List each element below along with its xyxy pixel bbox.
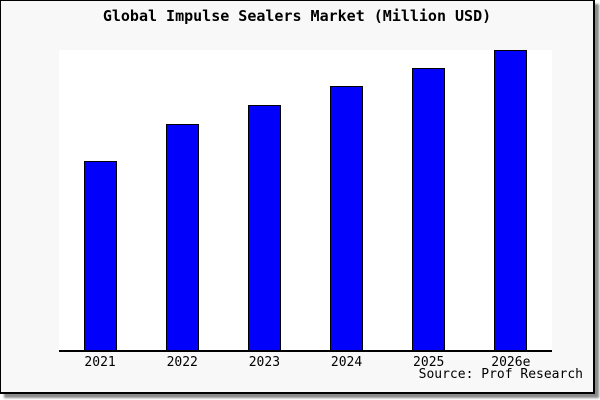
chart-frame: Global Impulse Sealers Market (Million U… <box>0 0 595 394</box>
bar-2026e <box>494 50 528 350</box>
bar-2022 <box>165 124 199 350</box>
bar-2025 <box>412 68 446 350</box>
bar-2023 <box>247 105 281 350</box>
x-tick-label-2026e: 2026e <box>491 355 531 370</box>
x-tick-label-2022: 2022 <box>166 355 198 370</box>
x-tick-label-2024: 2024 <box>330 355 363 370</box>
bar-2021 <box>83 161 117 350</box>
chart-title: Global Impulse Sealers Market (Million U… <box>102 7 492 25</box>
x-tick-label-2021: 2021 <box>84 355 116 370</box>
plot-area <box>59 50 552 352</box>
source-caption: Source: Prof Research <box>418 367 583 382</box>
x-axis-labels: 2021 2022 2023 2024 2025 2026e <box>59 355 552 370</box>
bar-2024 <box>330 86 364 350</box>
x-tick-label-2023: 2023 <box>248 355 281 370</box>
x-tick-label-2025: 2025 <box>413 355 445 370</box>
